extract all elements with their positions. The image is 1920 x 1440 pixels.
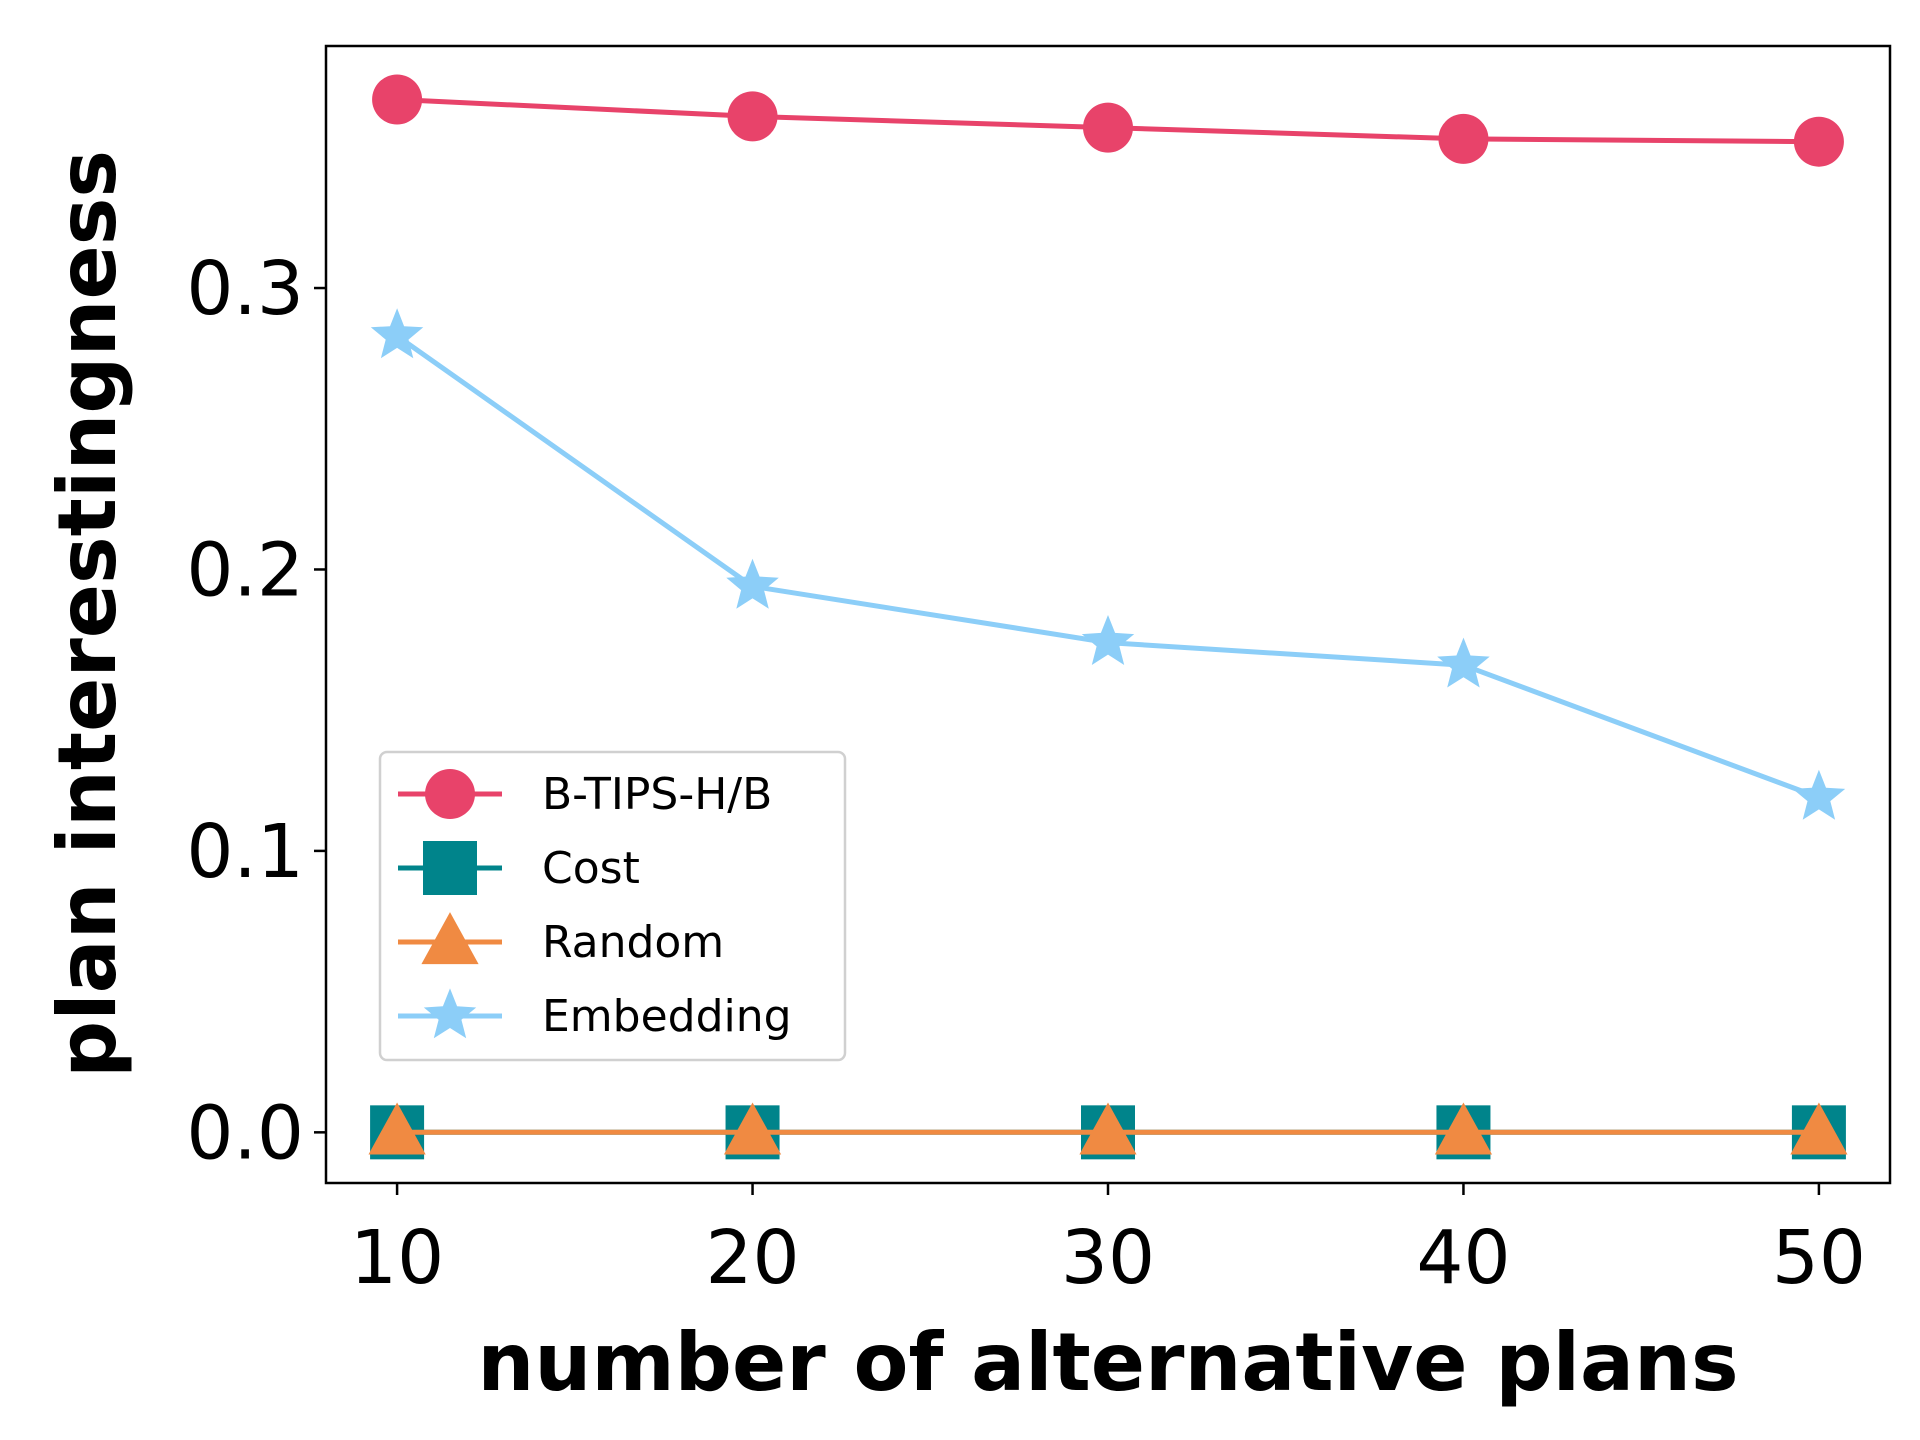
data-point xyxy=(1438,113,1489,164)
legend-label: Random xyxy=(542,917,724,968)
data-point xyxy=(1081,615,1135,665)
data-point xyxy=(1793,116,1844,167)
y-axis: 0.0 0.1 0.2 0.3 xyxy=(186,246,326,1176)
series-random xyxy=(368,1102,1848,1155)
legend-marker xyxy=(423,988,477,1039)
x-tick-label: 30 xyxy=(1061,1215,1155,1301)
y-axis-label: plan interestingness xyxy=(41,150,134,1078)
x-tick-label: 40 xyxy=(1416,1215,1510,1301)
legend-entry: Cost xyxy=(398,841,640,895)
data-point xyxy=(368,1102,426,1155)
data-point xyxy=(1079,1102,1137,1155)
data-point xyxy=(1790,1102,1848,1155)
legend-label: Embedding xyxy=(542,991,792,1042)
data-point xyxy=(723,1102,782,1155)
legend-label: Cost xyxy=(542,843,640,894)
plot-marks xyxy=(368,74,1848,1160)
legend-entry: Random xyxy=(398,912,724,968)
legend-label: B-TIPS-H/B xyxy=(542,769,772,820)
legend-box xyxy=(378,750,847,1062)
legend-marker xyxy=(423,841,477,895)
y-tick-label: 0.0 xyxy=(186,1090,304,1176)
x-tick-label: 10 xyxy=(350,1215,444,1301)
data-point xyxy=(1083,102,1133,153)
series-b-tips-h-b xyxy=(372,74,1844,167)
series-embedding xyxy=(370,308,1846,820)
x-tick-label: 20 xyxy=(705,1215,799,1301)
legend-entry: Embedding xyxy=(398,988,792,1042)
x-axis-label: number of alternative plans xyxy=(477,1316,1738,1409)
x-axis: 10 20 30 40 50 xyxy=(350,1183,1866,1301)
legend: B-TIPS-H/B Cost Random Embedding xyxy=(378,750,847,1062)
data-point xyxy=(1437,637,1490,688)
y-tick-label: 0.1 xyxy=(186,809,304,895)
legend-marker xyxy=(421,912,479,965)
legend-entry: B-TIPS-H/B xyxy=(398,769,772,820)
y-tick-label: 0.2 xyxy=(186,527,304,613)
legend-marker xyxy=(425,769,475,819)
series-line xyxy=(395,333,1820,800)
x-tick-label: 50 xyxy=(1772,1215,1866,1301)
data-point xyxy=(372,74,423,125)
data-point xyxy=(726,558,779,609)
data-point xyxy=(1434,1102,1493,1155)
data-point xyxy=(370,308,424,359)
y-tick-label: 0.3 xyxy=(186,246,304,332)
data-point xyxy=(1792,769,1846,820)
data-point xyxy=(727,91,778,142)
